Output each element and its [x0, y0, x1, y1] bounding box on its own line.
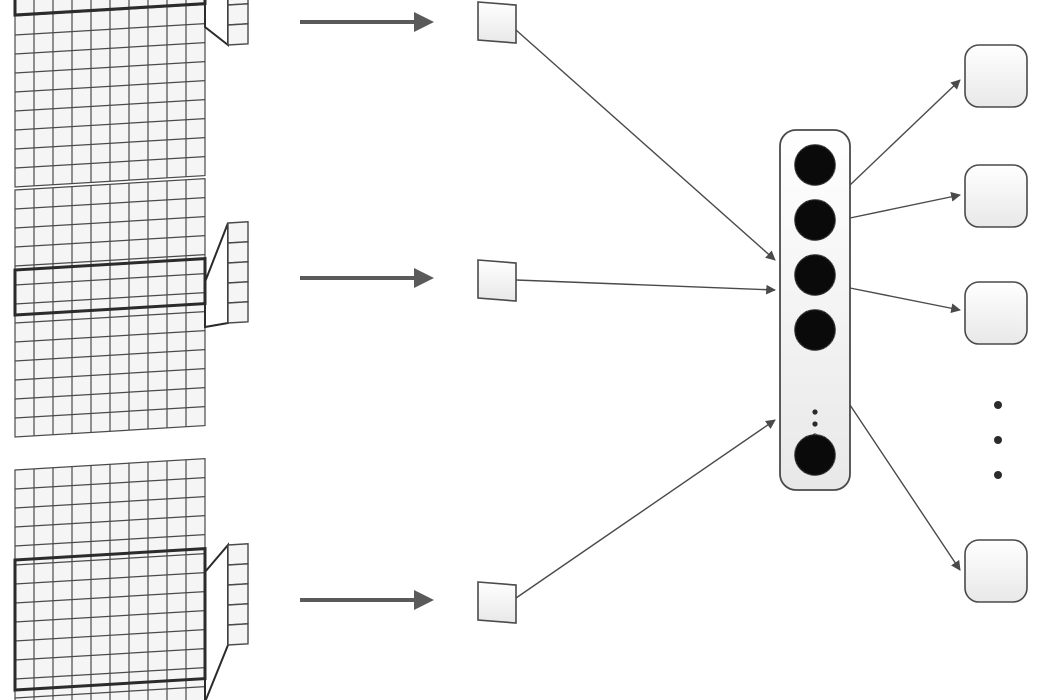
- column-vector-1: [228, 222, 248, 323]
- feature-cell-2: [478, 582, 516, 623]
- output-ellipsis-dot-1: [994, 436, 1002, 444]
- thin-arrow-in-2: [516, 420, 775, 598]
- column-vector-0: [228, 0, 248, 45]
- cnn-architecture-diagram: [0, 0, 1050, 700]
- column-vector-2: [228, 544, 248, 645]
- output-box-1: [965, 165, 1027, 227]
- dense-node-1: [795, 200, 835, 240]
- input-grid-0: [15, 0, 205, 187]
- kernel-connector-2: [205, 545, 228, 700]
- output-box-2: [965, 282, 1027, 344]
- thin-arrow-out-2: [850, 288, 960, 310]
- dense-node-4: [795, 435, 835, 475]
- dense-layer-stack: [780, 130, 850, 490]
- dense-node-0: [795, 145, 835, 185]
- output-ellipsis-dot-0: [994, 401, 1002, 409]
- kernel-connector-0: [205, 0, 228, 45]
- output-ellipsis-dot-2: [994, 471, 1002, 479]
- input-grid-2: [15, 459, 205, 700]
- dense-node-2: [795, 255, 835, 295]
- thin-arrow-out-1: [850, 195, 960, 218]
- output-box-3: [965, 540, 1027, 602]
- thin-arrow-out-3: [850, 405, 960, 570]
- dense-node-3: [795, 310, 835, 350]
- thin-arrow-out-0: [850, 80, 960, 185]
- feature-cell-0: [478, 2, 516, 43]
- kernel-connector-1: [205, 223, 228, 327]
- thin-arrow-in-0: [516, 30, 775, 260]
- output-box-0: [965, 45, 1027, 107]
- thin-arrow-in-1: [516, 280, 775, 290]
- feature-cell-1: [478, 260, 516, 301]
